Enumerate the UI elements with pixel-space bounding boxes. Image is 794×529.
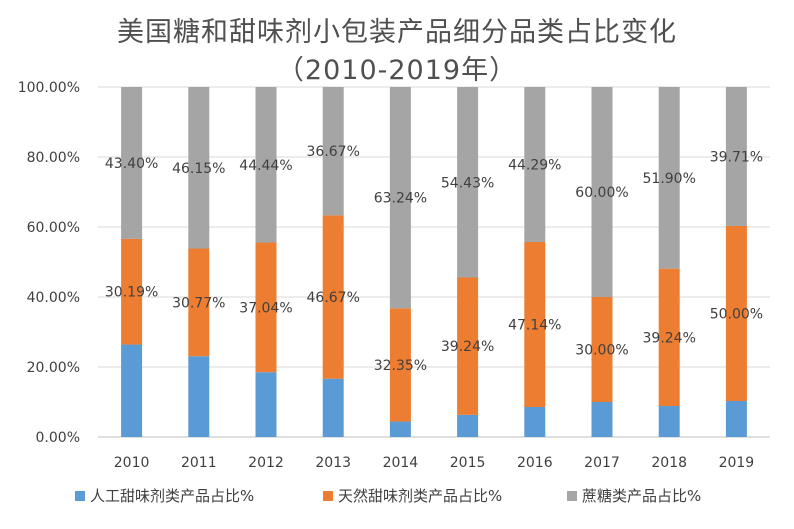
x-tick-label: 2018 [651, 455, 687, 471]
bar-artificial-2010 [121, 344, 143, 437]
bar-artificial-2019 [725, 400, 747, 437]
legend-label: 蔗糖类产品占比% [582, 487, 701, 505]
bar-sucrose-2019 [725, 87, 747, 226]
legend-swatch [567, 491, 577, 501]
x-tick-label: 2010 [114, 455, 150, 471]
data-label: 39.24% [643, 330, 696, 346]
bar-natural-2013 [322, 215, 344, 379]
bar-artificial-2018 [658, 405, 680, 437]
bar-natural-2017 [591, 297, 613, 402]
bar-sucrose-2012 [255, 87, 277, 243]
bar-natural-2015 [457, 277, 479, 415]
data-label: 46.15% [172, 161, 225, 177]
legend-swatch [323, 491, 333, 501]
x-tick-label: 2016 [517, 455, 553, 471]
bar-natural-2014 [389, 308, 411, 422]
x-tick-label: 2017 [584, 455, 620, 471]
bar-sucrose-2013 [322, 87, 344, 216]
bar-artificial-2015 [457, 414, 479, 437]
y-tick-label: 80.00% [27, 150, 80, 166]
data-label: 51.90% [643, 171, 696, 187]
legend-swatch [75, 491, 85, 501]
bar-natural-2016 [524, 242, 546, 408]
bar-sucrose-2015 [457, 87, 479, 278]
data-label: 30.00% [575, 343, 628, 359]
x-tick-label: 2013 [315, 455, 351, 471]
data-label: 46.67% [307, 290, 360, 306]
bar-artificial-2011 [188, 356, 210, 437]
data-label: 32.35% [374, 358, 427, 374]
bar-natural-2012 [255, 242, 277, 373]
data-label: 37.04% [239, 300, 292, 316]
bar-natural-2018 [658, 268, 680, 406]
bar-natural-2011 [188, 248, 210, 357]
legend-label: 天然甜味剂类产品占比% [338, 487, 502, 505]
chart-title: 美国糖和甜味剂小包装产品细分品类占比变化 [117, 17, 677, 48]
data-label: 36.67% [307, 144, 360, 160]
data-label: 39.24% [441, 339, 494, 355]
y-tick-label: 60.00% [27, 220, 80, 236]
legend-label: 人工甜味剂类产品占比% [90, 487, 254, 505]
bar-artificial-2013 [322, 378, 344, 437]
x-tick-label: 2015 [450, 455, 486, 471]
data-label: 50.00% [710, 306, 763, 322]
data-label: 43.40% [105, 156, 158, 172]
x-tick-label: 2014 [383, 455, 419, 471]
bar-sucrose-2017 [591, 87, 613, 297]
x-tick-label: 2012 [248, 455, 284, 471]
data-label: 30.19% [105, 285, 158, 301]
chart-subtitle: （2010-2019年） [276, 55, 518, 86]
bar-sucrose-2018 [658, 87, 680, 269]
bar-artificial-2017 [591, 402, 613, 437]
data-label: 47.14% [508, 318, 561, 334]
y-tick-label: 40.00% [27, 290, 80, 306]
y-tick-label: 0.00% [36, 430, 80, 446]
bar-artificial-2016 [524, 407, 546, 437]
y-tick-label: 20.00% [27, 360, 80, 376]
bar-sucrose-2014 [389, 87, 411, 309]
data-label: 44.44% [239, 158, 292, 174]
y-tick-label: 100.00% [18, 80, 80, 96]
bar-natural-2019 [725, 225, 747, 401]
data-label: 39.71% [710, 149, 763, 165]
data-label: 54.43% [441, 175, 494, 191]
x-tick-label: 2019 [719, 455, 755, 471]
bar-sucrose-2016 [524, 87, 546, 243]
data-label: 63.24% [374, 191, 427, 207]
bar-sucrose-2011 [188, 87, 210, 249]
data-label: 44.29% [508, 158, 561, 174]
bar-sucrose-2010 [121, 87, 143, 239]
bar-artificial-2014 [389, 421, 411, 437]
x-tick-label: 2011 [181, 455, 217, 471]
bar-natural-2010 [121, 238, 143, 345]
data-label: 60.00% [575, 185, 628, 201]
data-label: 30.77% [172, 295, 225, 311]
bar-artificial-2012 [255, 372, 277, 437]
